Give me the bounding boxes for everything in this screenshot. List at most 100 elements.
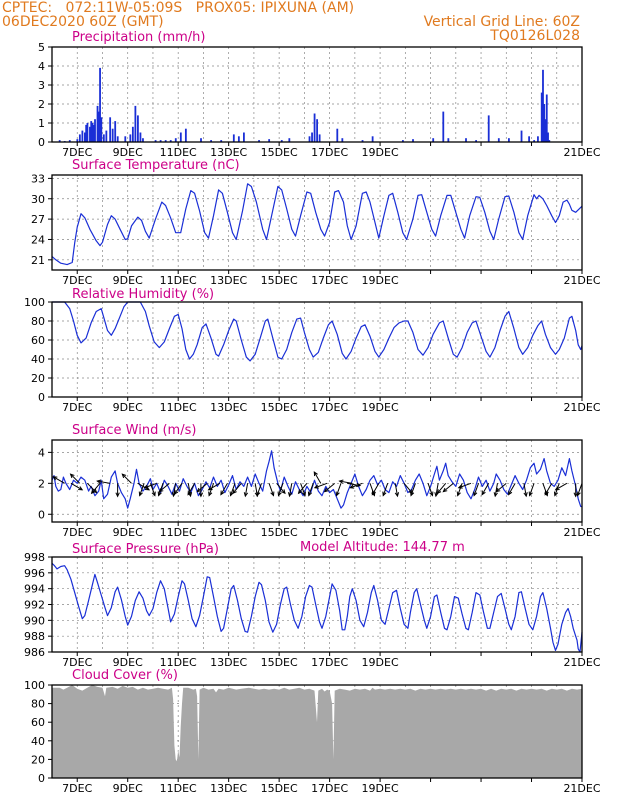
precip-bar bbox=[76, 139, 79, 142]
precip-bar bbox=[137, 115, 139, 142]
precip-bar bbox=[542, 69, 544, 142]
panel3-ytick-label: 0 bbox=[38, 391, 45, 404]
header-station: CPTEC: 072:11W-05:09S PROX05: IPIXUNA (A… bbox=[2, 0, 355, 16]
wind-arrow bbox=[278, 483, 284, 496]
panel1-frame bbox=[51, 46, 583, 143]
panel4-xtick-label: 17DEC bbox=[311, 526, 348, 539]
panel3-xtick-label: 9DEC bbox=[113, 401, 143, 414]
precip-bar bbox=[81, 130, 84, 142]
wind-arrow-head bbox=[158, 487, 164, 493]
precip-bar bbox=[548, 140, 551, 142]
precip-bar bbox=[174, 138, 177, 142]
panel5-ytick-label: 990 bbox=[24, 614, 45, 627]
precip-bar bbox=[129, 134, 132, 142]
wind-arrow bbox=[298, 482, 308, 494]
panel2-xtick-label: 9DEC bbox=[113, 274, 143, 287]
precip-bar bbox=[164, 140, 167, 142]
wind-arrow-head bbox=[394, 492, 400, 498]
precip-bar bbox=[89, 126, 91, 142]
wind-arrow-head bbox=[410, 491, 415, 497]
panel2-ytick-label: 24 bbox=[31, 233, 45, 246]
precip-bar bbox=[100, 117, 103, 142]
wind-arrow bbox=[394, 483, 398, 497]
panel2-ytick-label: 21 bbox=[31, 254, 45, 267]
wind-arrow bbox=[544, 483, 553, 495]
wind-arrow-head bbox=[52, 476, 58, 481]
panel2-xtick-label: 11DEC bbox=[160, 274, 197, 287]
panel3-ytick-label: 20 bbox=[31, 372, 45, 385]
wind-arrow-head bbox=[207, 486, 213, 491]
panel5-xtick-label: 21DEC bbox=[563, 656, 600, 669]
wind-arrow-head bbox=[92, 488, 98, 494]
wind-arrow bbox=[350, 482, 363, 489]
wind-arrow bbox=[555, 482, 568, 491]
precip-bar bbox=[200, 138, 202, 142]
wind-arrow-head bbox=[495, 487, 501, 493]
precip-bar bbox=[243, 132, 245, 142]
wind-arrow-head bbox=[429, 491, 434, 497]
wind-arrow bbox=[230, 483, 236, 496]
wind-arrow-head bbox=[528, 491, 533, 497]
panel2-frame bbox=[51, 174, 583, 271]
panel5-xtick-label: 11DEC bbox=[160, 656, 197, 669]
wind-arrow bbox=[244, 483, 249, 497]
panel5-xtick-label: 13DEC bbox=[210, 656, 247, 669]
wind-arrow bbox=[339, 480, 353, 484]
precip-bar bbox=[508, 138, 510, 142]
precip-bar bbox=[232, 134, 235, 142]
precip-bar bbox=[533, 140, 536, 142]
panel3-xtick-label: 17DEC bbox=[311, 401, 348, 414]
wind-arrow-head bbox=[436, 489, 442, 495]
panel6-xtick-label: 9DEC bbox=[113, 782, 143, 795]
precip-bar bbox=[179, 132, 182, 142]
panel1-ytick-label: 1 bbox=[38, 117, 45, 130]
panel4-ytick-label: 2 bbox=[38, 477, 45, 490]
panel5-ytick-label: 994 bbox=[24, 583, 45, 596]
wind-arrow-head bbox=[508, 490, 513, 496]
wind-arrow bbox=[159, 482, 170, 493]
wind-arrow-head bbox=[473, 491, 478, 497]
precip-bar bbox=[85, 124, 88, 142]
panel1-xtick-label: 13DEC bbox=[210, 146, 247, 159]
model-altitude-label: Model Altitude: 144.77 m bbox=[300, 540, 465, 555]
precip-bar bbox=[318, 134, 321, 142]
header-model-code: TQ0126L028 bbox=[490, 28, 580, 44]
panel3-xtick-label: 19DEC bbox=[362, 401, 399, 414]
precip-bar bbox=[124, 136, 127, 142]
wind-arrow-head bbox=[576, 491, 581, 497]
precip-bar bbox=[142, 138, 144, 142]
wind-arrow bbox=[97, 480, 111, 484]
panel5-xtick-label: 19DEC bbox=[362, 656, 399, 669]
wind-arrow-head bbox=[121, 473, 127, 479]
wind-arrow-head bbox=[456, 491, 461, 497]
wind-arrow-head bbox=[232, 489, 237, 495]
panel3-ytick-label: 60 bbox=[31, 334, 45, 347]
wind-arrow-head bbox=[151, 491, 156, 497]
wind-arrow bbox=[174, 483, 183, 495]
panel4-xtick-label: 13DEC bbox=[210, 526, 247, 539]
wind-arrow bbox=[481, 483, 490, 495]
precip-bar bbox=[92, 124, 95, 142]
precip-bar bbox=[528, 136, 530, 142]
wind-arrow bbox=[371, 483, 380, 495]
precip-bar bbox=[210, 140, 212, 142]
precip-bar bbox=[371, 136, 374, 142]
wind-arrow-head bbox=[243, 492, 249, 498]
wind-arrow-head bbox=[301, 491, 306, 497]
panel4-ytick-label: 4 bbox=[38, 446, 45, 459]
panel4-xtick-label: 11DEC bbox=[160, 526, 197, 539]
wind-arrow-head bbox=[371, 490, 376, 496]
wind-arrow-head bbox=[408, 489, 414, 495]
panel5-series-line bbox=[51, 562, 583, 653]
wind-arrow bbox=[187, 483, 196, 495]
wind-arrow bbox=[232, 482, 242, 494]
wind-arrow bbox=[86, 482, 97, 493]
panel6-xtick-label: 15DEC bbox=[261, 782, 298, 795]
panel6-xtick-label: 13DEC bbox=[210, 782, 247, 795]
panel2-xtick-label: 13DEC bbox=[210, 274, 247, 287]
wind-arrow bbox=[91, 482, 101, 494]
precip-bar bbox=[313, 113, 316, 142]
panel4-xtick-label: 19DEC bbox=[362, 526, 399, 539]
wind-arrow-head bbox=[96, 479, 102, 484]
precip-bar bbox=[336, 128, 339, 142]
